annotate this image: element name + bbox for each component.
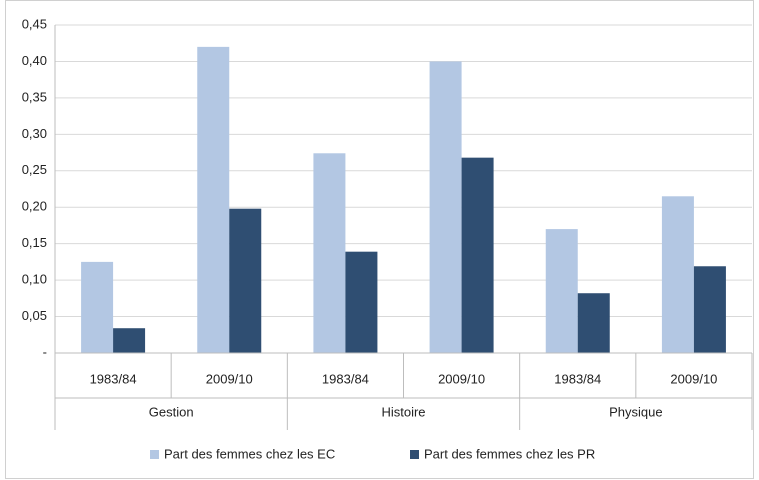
- x-tick-label: 2009/10: [438, 371, 485, 386]
- y-tick-label: 0,25: [22, 162, 47, 177]
- bar: [197, 46, 230, 353]
- y-tick-label: 0,35: [22, 89, 47, 104]
- x-tick-label: 2009/10: [206, 371, 253, 386]
- y-tick-label: 0,45: [22, 16, 47, 31]
- bar: [577, 293, 610, 353]
- x-tick-label: 2009/10: [670, 371, 717, 386]
- bar: [81, 261, 114, 353]
- bar: [661, 196, 694, 353]
- y-tick-label: 0,20: [22, 199, 47, 214]
- group-label: Histoire: [381, 404, 425, 419]
- group-label: Physique: [609, 404, 662, 419]
- x-tick-label: 1983/84: [554, 371, 601, 386]
- bar: [429, 61, 462, 353]
- y-tick-label: 0,40: [22, 53, 47, 68]
- group-label: Gestion: [149, 404, 194, 419]
- bar: [345, 251, 378, 353]
- x-tick-label: 1983/84: [90, 371, 137, 386]
- y-tick-label: 0,30: [22, 126, 47, 141]
- bar: [461, 157, 494, 353]
- legend-label: Part des femmes chez les PR: [424, 446, 595, 461]
- bar: [693, 266, 726, 353]
- bar: [113, 328, 146, 353]
- legend-swatch: [410, 450, 419, 459]
- y-tick-label: 0,05: [22, 308, 47, 323]
- bar: [545, 229, 578, 353]
- y-tick-label: -: [43, 344, 47, 359]
- y-tick-label: 0,10: [22, 272, 47, 287]
- legend-swatch: [150, 450, 159, 459]
- bar: [313, 153, 346, 353]
- bar: [229, 208, 262, 353]
- chart-frame: [5, 0, 754, 479]
- legend-label: Part des femmes chez les EC: [164, 446, 335, 461]
- x-tick-label: 1983/84: [322, 371, 369, 386]
- y-tick-label: 0,15: [22, 235, 47, 250]
